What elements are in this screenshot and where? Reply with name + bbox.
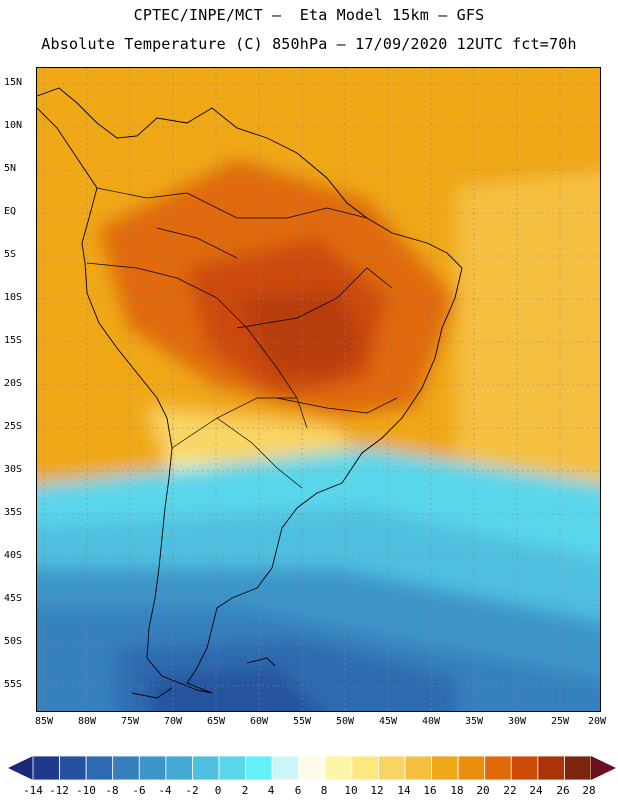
colorbar-label: 24 <box>529 784 543 797</box>
lon-label: 75W <box>120 716 140 727</box>
colorbar-label: 22 <box>503 784 517 797</box>
lat-label: 30S <box>4 464 23 475</box>
colorbar-right-arrow <box>591 756 616 780</box>
lat-label: 50S <box>4 636 23 647</box>
lon-label: 70W <box>163 716 183 727</box>
lat-label: 10S <box>4 292 23 303</box>
colorbar-label: 28 <box>582 784 596 797</box>
temperature-field <box>37 68 600 711</box>
colorbar-swatch <box>245 755 273 781</box>
colorbar-label: 26 <box>556 784 570 797</box>
colorbar-swatch <box>564 755 592 781</box>
lat-label: 5N <box>4 163 17 174</box>
colorbar-swatch <box>431 755 459 781</box>
temperature-map <box>37 68 600 711</box>
colorbar-label: 18 <box>450 784 464 797</box>
colorbar-label: 14 <box>397 784 411 797</box>
lon-label: 50W <box>335 716 355 727</box>
colorbar-label: -12 <box>49 784 69 797</box>
colorbar <box>8 755 616 781</box>
lon-label: 55W <box>292 716 312 727</box>
colorbar-left-arrow <box>8 756 33 780</box>
lat-label: 5S <box>4 249 17 260</box>
lon-label: 65W <box>206 716 226 727</box>
colorbar-label: 20 <box>476 784 490 797</box>
colorbar-label: 0 <box>214 784 222 797</box>
colorbar-swatch <box>112 755 140 781</box>
chart-title-line2: Absolute Temperature (C) 850hPa – 17/09/… <box>41 35 577 53</box>
colorbar-swatch <box>484 755 512 781</box>
colorbar-swatch <box>537 755 565 781</box>
colorbar-swatch <box>165 755 193 781</box>
colorbar-swatch <box>457 755 486 781</box>
colorbar-swatches <box>32 755 592 781</box>
chart-title-line1: CPTEC/INPE/MCT – Eta Model 15km – GFS <box>133 6 485 24</box>
lon-label: 30W <box>507 716 527 727</box>
graticule <box>37 68 600 711</box>
colorbar-swatch <box>85 755 114 781</box>
lat-label: 55S <box>4 679 23 690</box>
coastline <box>37 87 463 699</box>
colorbar-swatch <box>351 755 379 781</box>
lat-label: 35S <box>4 507 23 518</box>
colorbar-label: 4 <box>267 784 275 797</box>
colorbar-swatch <box>510 755 539 781</box>
colorbar-label: 2 <box>241 784 249 797</box>
lon-label: 85W <box>34 716 54 727</box>
map-panel <box>36 67 601 712</box>
colorbar-swatch <box>192 755 220 781</box>
lon-label: 20W <box>587 716 607 727</box>
colorbar-swatch <box>324 755 353 781</box>
colorbar-label: -14 <box>23 784 43 797</box>
lon-label: 45W <box>378 716 398 727</box>
lat-label: 15S <box>4 335 23 346</box>
colorbar-swatch <box>271 755 300 781</box>
colorbar-label: 8 <box>320 784 328 797</box>
colorbar-label: 12 <box>370 784 384 797</box>
lon-label: 80W <box>77 716 97 727</box>
lon-label: 40W <box>421 716 441 727</box>
lon-label: 60W <box>249 716 269 727</box>
lat-label: 45S <box>4 593 23 604</box>
lat-label: 15N <box>4 77 23 88</box>
colorbar-swatch <box>404 755 432 781</box>
colorbar-swatch <box>298 755 326 781</box>
colorbar-label: -10 <box>76 784 96 797</box>
lon-label: 35W <box>464 716 484 727</box>
country-borders <box>86 187 398 489</box>
colorbar-swatch <box>59 755 87 781</box>
colorbar-label: -4 <box>158 784 172 797</box>
colorbar-label: 6 <box>294 784 302 797</box>
lat-label: EQ <box>4 206 17 217</box>
colorbar-label: 16 <box>423 784 437 797</box>
lat-label: 10N <box>4 120 23 131</box>
colorbar-swatch <box>218 755 246 781</box>
colorbar-swatch <box>32 755 60 781</box>
lat-label: 40S <box>4 550 23 561</box>
colorbar-swatch <box>138 755 167 781</box>
colorbar-label: -6 <box>132 784 146 797</box>
lat-label: 20S <box>4 378 23 389</box>
colorbar-label: 10 <box>344 784 358 797</box>
colorbar-swatch <box>378 755 406 781</box>
colorbar-label: -2 <box>185 784 199 797</box>
colorbar-label: -8 <box>105 784 119 797</box>
lon-label: 25W <box>550 716 570 727</box>
lat-label: 25S <box>4 421 23 432</box>
